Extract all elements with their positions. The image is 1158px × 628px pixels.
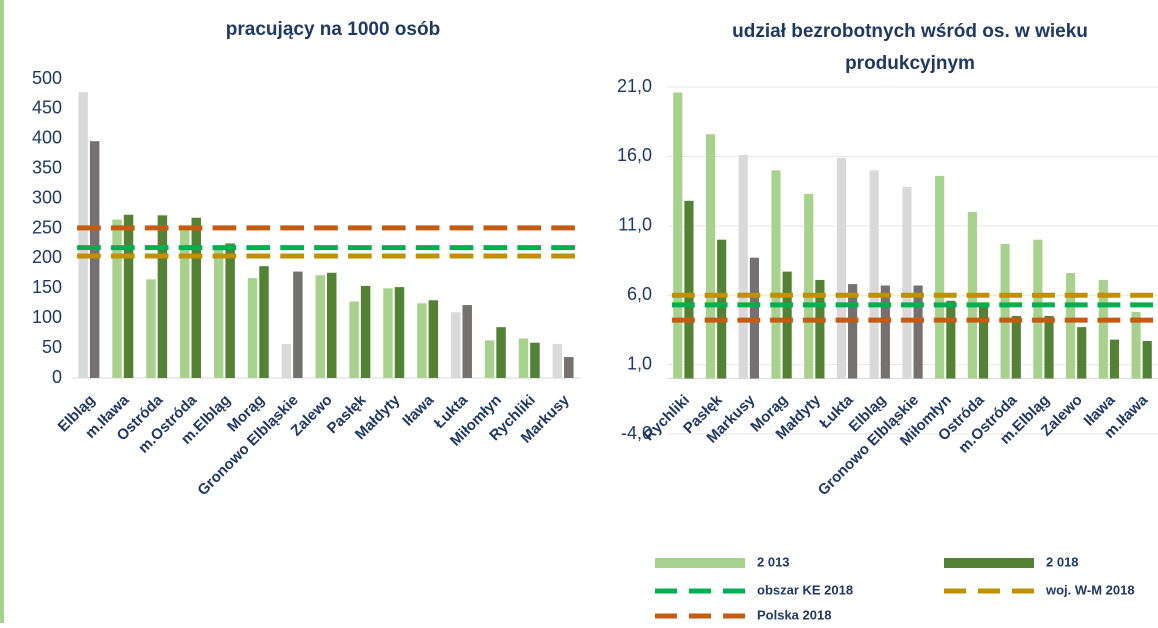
bar xyxy=(804,193,814,379)
page-border xyxy=(0,0,4,623)
bar xyxy=(1098,279,1108,379)
bar xyxy=(394,287,405,378)
bar xyxy=(78,92,88,378)
legend-label: Polska 2018 xyxy=(757,607,831,622)
y-tick-label: 300 xyxy=(32,187,62,207)
bar xyxy=(705,134,716,379)
y-tick-label: 21,0 xyxy=(617,76,652,96)
y-tick-label: -4,0 xyxy=(621,423,652,443)
y-tick-label: 450 xyxy=(32,98,62,118)
bar xyxy=(902,186,912,379)
bar xyxy=(1077,327,1087,379)
bar xyxy=(123,214,134,378)
legend-swatch xyxy=(944,558,1034,568)
bar xyxy=(259,266,269,378)
y-tick-label: 200 xyxy=(32,247,62,267)
y-tick-label: 150 xyxy=(32,277,62,297)
bar xyxy=(428,300,439,378)
bar xyxy=(247,278,258,378)
bar xyxy=(1033,239,1043,379)
y-tick-label: 0 xyxy=(52,367,62,387)
legend-label: 2 018 xyxy=(1046,554,1079,569)
bar xyxy=(1109,339,1120,379)
x-tick-label: Iława xyxy=(399,391,437,429)
bar xyxy=(782,271,792,379)
y-tick-label: 400 xyxy=(32,128,62,148)
bar xyxy=(281,343,292,378)
bar xyxy=(1044,316,1054,379)
bar xyxy=(1000,243,1010,379)
bar xyxy=(360,285,371,378)
y-tick-label: 500 xyxy=(32,68,62,88)
y-tick-label: 11,0 xyxy=(618,215,652,235)
x-tick-label: Rychliki xyxy=(640,392,693,445)
bar xyxy=(815,279,825,379)
bar xyxy=(771,170,781,379)
bar xyxy=(112,219,122,378)
bar xyxy=(935,175,945,379)
bar xyxy=(327,272,337,378)
bar xyxy=(913,285,923,379)
bar xyxy=(673,92,683,379)
bar xyxy=(978,306,989,379)
bar xyxy=(530,342,540,378)
y-tick-label: 350 xyxy=(32,157,62,177)
chart-title: produkcyjnym xyxy=(845,53,975,74)
bar xyxy=(450,312,461,378)
bar xyxy=(180,228,190,378)
y-tick-label: 1,0 xyxy=(627,353,652,373)
bar xyxy=(417,303,427,378)
bar xyxy=(293,271,303,378)
chart-title: udział bezrobotnych wśród os. w wieku xyxy=(732,21,1088,42)
bar xyxy=(191,217,202,378)
bar xyxy=(157,215,168,378)
legend-label: obszar KE 2018 xyxy=(757,582,853,597)
y-tick-label: 250 xyxy=(32,217,62,237)
bar xyxy=(496,327,506,378)
bar xyxy=(880,285,890,379)
legend-label: woj. W-M 2018 xyxy=(1045,582,1135,597)
bar xyxy=(518,338,529,378)
bar xyxy=(564,357,574,378)
bar xyxy=(836,157,847,379)
bar xyxy=(684,200,694,379)
y-tick-label: 50 xyxy=(42,337,62,357)
y-tick-label: 6,0 xyxy=(627,284,652,304)
y-tick-label: 16,0 xyxy=(617,145,652,165)
legend-label: 2 013 xyxy=(757,554,790,569)
bar xyxy=(717,239,727,379)
bar xyxy=(462,305,472,378)
bar xyxy=(383,288,393,378)
bar xyxy=(1011,316,1021,379)
bar xyxy=(1131,311,1141,379)
bar xyxy=(225,243,235,378)
bar xyxy=(213,246,224,378)
bar xyxy=(349,301,359,378)
bar xyxy=(89,141,100,378)
bar xyxy=(1142,341,1152,379)
bar xyxy=(848,284,858,379)
bar xyxy=(552,343,563,378)
bar xyxy=(738,155,748,379)
bar xyxy=(1066,272,1076,379)
bar xyxy=(484,340,495,378)
bar xyxy=(869,170,879,379)
legend-swatch xyxy=(655,558,745,568)
chart-title: pracujący na 1000 osób xyxy=(226,19,440,40)
bar xyxy=(315,275,325,378)
bar xyxy=(946,300,956,379)
y-tick-label: 100 xyxy=(32,307,62,327)
bar xyxy=(146,279,156,378)
